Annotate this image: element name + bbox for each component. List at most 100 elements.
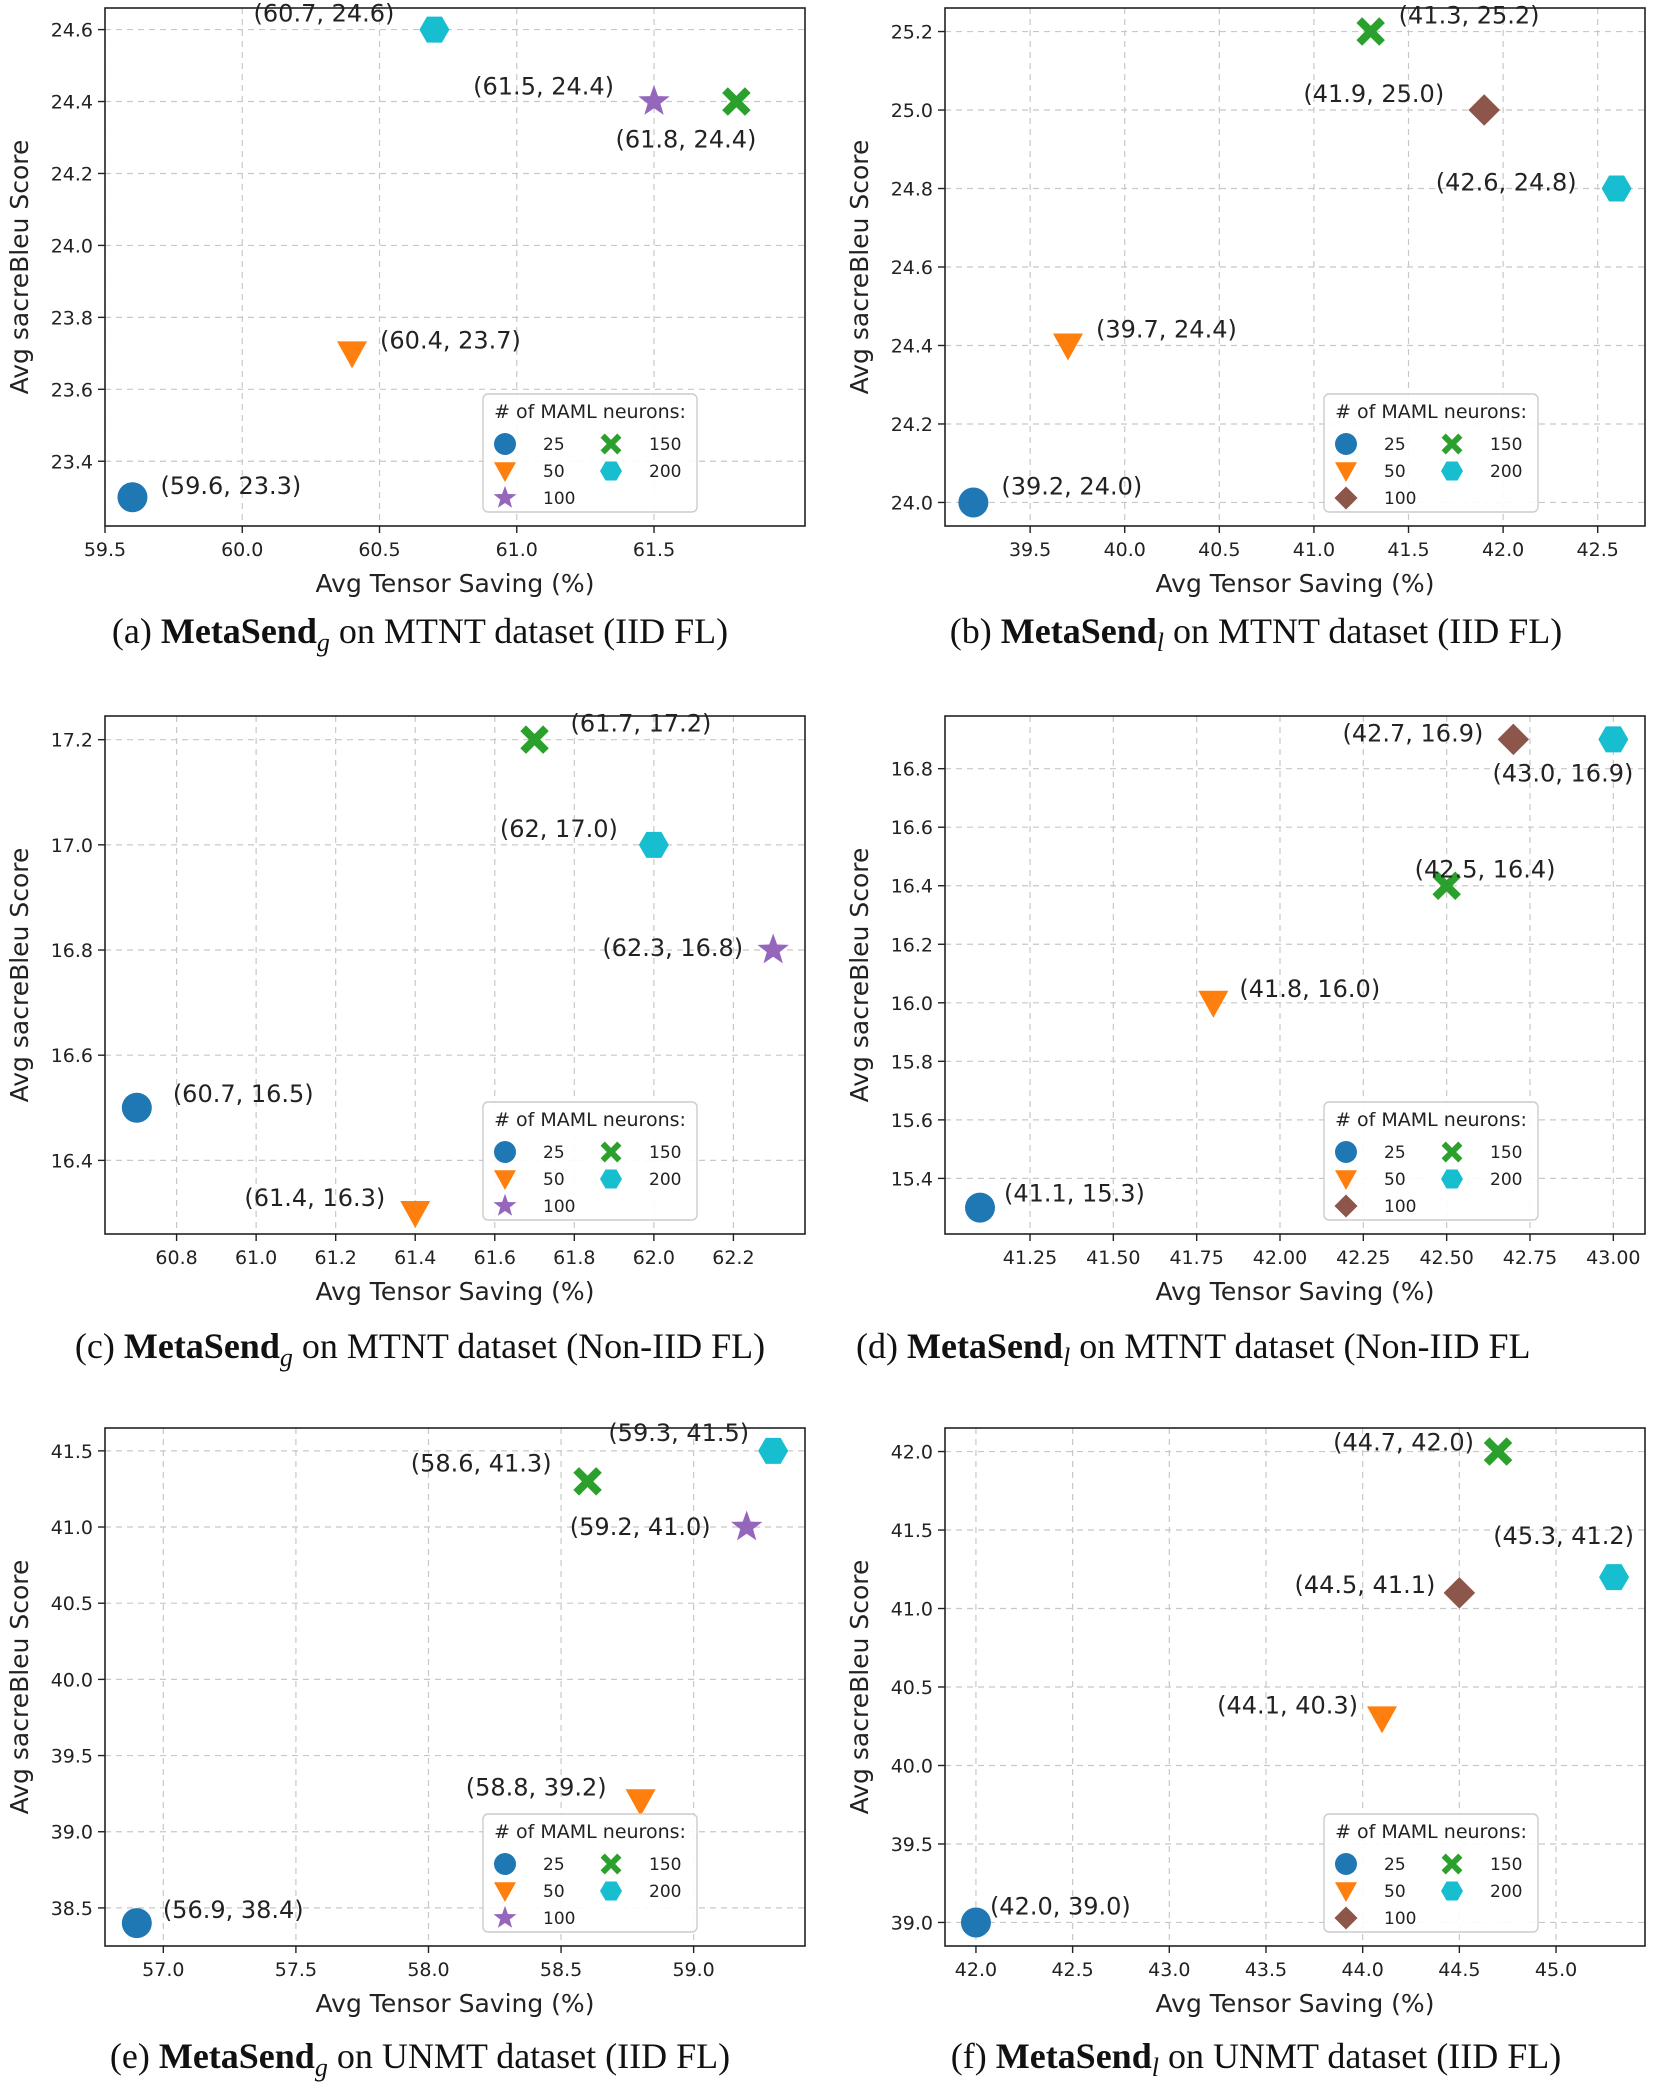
chart-e-point-150 <box>573 1467 602 1496</box>
chart-e-legend-marker-50 <box>494 1882 516 1902</box>
chart-f-legend-label-100: 100 <box>1384 1909 1416 1929</box>
chart-f-body: 42.0 42.5 43.0 43.5 44.0 44.5 45.0 39.0 39.5 40.0… <box>845 1427 1646 2018</box>
chart-e-legend-box <box>482 1813 698 1933</box>
chart-d-xtick-label: 42.25 <box>1336 1247 1390 1269</box>
chart-d-legend-box <box>1323 1101 1539 1221</box>
chart-f-legend-label-150: 150 <box>1490 1855 1522 1875</box>
chart-c-legend-marker-25 <box>494 1141 516 1163</box>
chart-a-legend-box <box>482 393 698 513</box>
chart-f-point-50 <box>1367 1706 1398 1734</box>
chart-a-point-50 <box>337 341 368 369</box>
chart-c-legend: # of MAML neurons: 25 50 100 150 200 <box>482 1101 698 1221</box>
chart-d-xtick-label: 42.50 <box>1419 1247 1473 1269</box>
chart-d-ytick-label: 15.8 <box>891 1051 933 1073</box>
chart-b-point-50 <box>1052 333 1083 361</box>
chart-b-xtick-label: 42.0 <box>1482 539 1524 561</box>
chart-a-legend-label-25: 25 <box>543 435 565 455</box>
chart-e-xtick-label: 59.0 <box>672 1959 714 1981</box>
caption-f: (f) MetaSendl on UNMT dataset (IID FL) <box>950 2036 1562 2083</box>
chart-c-legend-label-25: 25 <box>543 1143 565 1163</box>
chart-e-legend-label-50: 50 <box>543 1882 565 1902</box>
chart-a-ylabel: Avg sacreBleu Score <box>5 140 34 395</box>
chart-e-point-label-200: (59.3, 41.5) <box>608 1420 749 1447</box>
chart-b-legend-marker-150 <box>1441 433 1463 455</box>
chart-e-point-200 <box>758 1437 789 1464</box>
chart-b-legend-label-100: 100 <box>1384 489 1416 509</box>
chart-b-legend-marker-100 <box>1334 486 1358 510</box>
chart-a-legend-label-50: 50 <box>543 462 565 482</box>
chart-f-ytick-label: 41.0 <box>891 1599 933 1621</box>
chart-d-point-25 <box>965 1192 995 1223</box>
chart-d-legend-label-150: 150 <box>1490 1143 1522 1163</box>
chart-a-point-label-150: (61.8, 24.4) <box>616 126 757 154</box>
chart-c-xtick-label: 61.6 <box>474 1247 516 1269</box>
chart-d-plot-frame <box>944 715 1646 1235</box>
chart-c-body: 60.8 61.0 61.2 61.4 61.6 61.8 62.0 62.2 16.4 16.6… <box>5 710 806 1306</box>
chart-d-point-200 <box>1598 726 1629 753</box>
chart-a-legend-label-200: 200 <box>649 462 681 482</box>
chart-c-legend-label-150: 150 <box>649 1143 681 1163</box>
chart-a-plot-frame <box>104 7 806 527</box>
chart-b-point-25 <box>958 487 989 518</box>
chart-c-xtick-label: 61.0 <box>235 1247 277 1269</box>
chart-f-ytick-label: 41.5 <box>891 1520 933 1542</box>
chart-c-point-label-50: (61.4, 16.3) <box>244 1184 385 1212</box>
chart-d-legend-marker-100 <box>1334 1194 1358 1218</box>
chart-d-point-150 <box>1432 871 1461 900</box>
chart-f-point-label-100: (44.5, 41.1) <box>1295 1571 1436 1599</box>
chart-f-ytick-label: 42.0 <box>891 1442 933 1464</box>
chart-c-xtick-label: 61.2 <box>315 1247 357 1269</box>
chart-a-point-25 <box>117 482 148 513</box>
chart-d-ytick-label: 16.6 <box>891 817 933 839</box>
chart-e-legend-marker-200 <box>600 1881 622 1901</box>
chart-b-legend-label-150: 150 <box>1490 435 1522 455</box>
chart-f: 42.0 42.5 43.0 43.5 44.0 44.5 45.0 39.0 39.5 40.0… <box>845 1427 1646 2018</box>
chart-e-legend-label-200: 200 <box>649 1882 681 1902</box>
chart-c-point-label-100: (62.3, 16.8) <box>602 934 743 962</box>
chart-a: 59.5 60.0 60.5 61.0 61.5 23.4 23.6 23.8 24.0 24.2… <box>5 0 806 598</box>
chart-b-ytick-label: 24.6 <box>891 257 933 279</box>
chart-e-ylabel: Avg sacreBleu Score <box>5 1560 34 1815</box>
chart-f-legend-label-25: 25 <box>1384 1855 1406 1875</box>
chart-f-xtick-label: 42.0 <box>955 1959 997 1981</box>
chart-f-point-label-25: (42.0, 39.0) <box>990 1892 1131 1920</box>
chart-c-ytick-label: 16.8 <box>51 940 93 962</box>
chart-e-xtick-label: 57.0 <box>142 1959 184 1981</box>
chart-f-ytick-label: 39.5 <box>891 1834 933 1856</box>
chart-e-xtick-label: 58.5 <box>540 1959 582 1981</box>
chart-b-point-label-25: (39.2, 24.0) <box>1001 472 1142 500</box>
chart-f-xtick-label: 42.5 <box>1051 1959 1093 1981</box>
chart-d-body: 41.25 41.50 41.75 42.00 42.25 42.50 42.75 43.00… <box>845 715 1646 1306</box>
chart-d-point-label-25: (41.1, 15.3) <box>1004 1180 1145 1208</box>
chart-f-point-200 <box>1599 1564 1630 1591</box>
chart-c-point-label-150: (61.7, 17.2) <box>571 710 712 738</box>
chart-e-point-100 <box>730 1510 763 1541</box>
chart-b-ytick-label: 24.0 <box>891 492 933 514</box>
chart-f-legend-box <box>1323 1813 1539 1933</box>
chart-a-legend-marker-25 <box>494 433 516 455</box>
chart-a-legend-title: # of MAML neurons: <box>494 401 686 423</box>
chart-e-ytick-label: 40.0 <box>51 1669 93 1691</box>
chart-e-xlabel: Avg Tensor Saving (%) <box>316 1989 595 2018</box>
chart-c-plot-frame <box>104 715 806 1235</box>
chart-f-xtick-label: 44.5 <box>1438 1959 1480 1981</box>
chart-b-legend-box <box>1323 393 1539 513</box>
chart-e: 57.0 57.5 58.0 58.5 59.0 38.5 39.0 39.5 40.0 40.5… <box>5 1420 806 2018</box>
chart-f-legend-label-50: 50 <box>1384 1882 1406 1902</box>
chart-e-ytick-label: 41.0 <box>51 1517 93 1539</box>
chart-b-point-200 <box>1601 175 1632 202</box>
chart-c: 60.8 61.0 61.2 61.4 61.6 61.8 62.0 62.2 16.4 16.6… <box>5 710 806 1306</box>
chart-d-legend-label-200: 200 <box>1490 1170 1522 1190</box>
caption-e: (e) MetaSendg on UNMT dataset (IID FL) <box>109 2036 731 2083</box>
chart-e-plot-frame <box>104 1427 806 1947</box>
chart-c-ytick-label: 17.2 <box>51 730 93 752</box>
chart-c-ytick-label: 16.4 <box>51 1150 93 1172</box>
chart-d-xtick-label: 42.00 <box>1253 1247 1307 1269</box>
chart-f-ytick-label: 39.0 <box>891 1912 933 1934</box>
chart-c-point-label-200: (62, 17.0) <box>500 815 618 843</box>
chart-b-legend-label-25: 25 <box>1384 435 1406 455</box>
chart-f-point-25 <box>960 1907 991 1938</box>
chart-d-legend-title: # of MAML neurons: <box>1335 1109 1527 1131</box>
chart-b-legend-label-200: 200 <box>1490 462 1522 482</box>
chart-e-ytick-label: 40.5 <box>51 1593 93 1615</box>
